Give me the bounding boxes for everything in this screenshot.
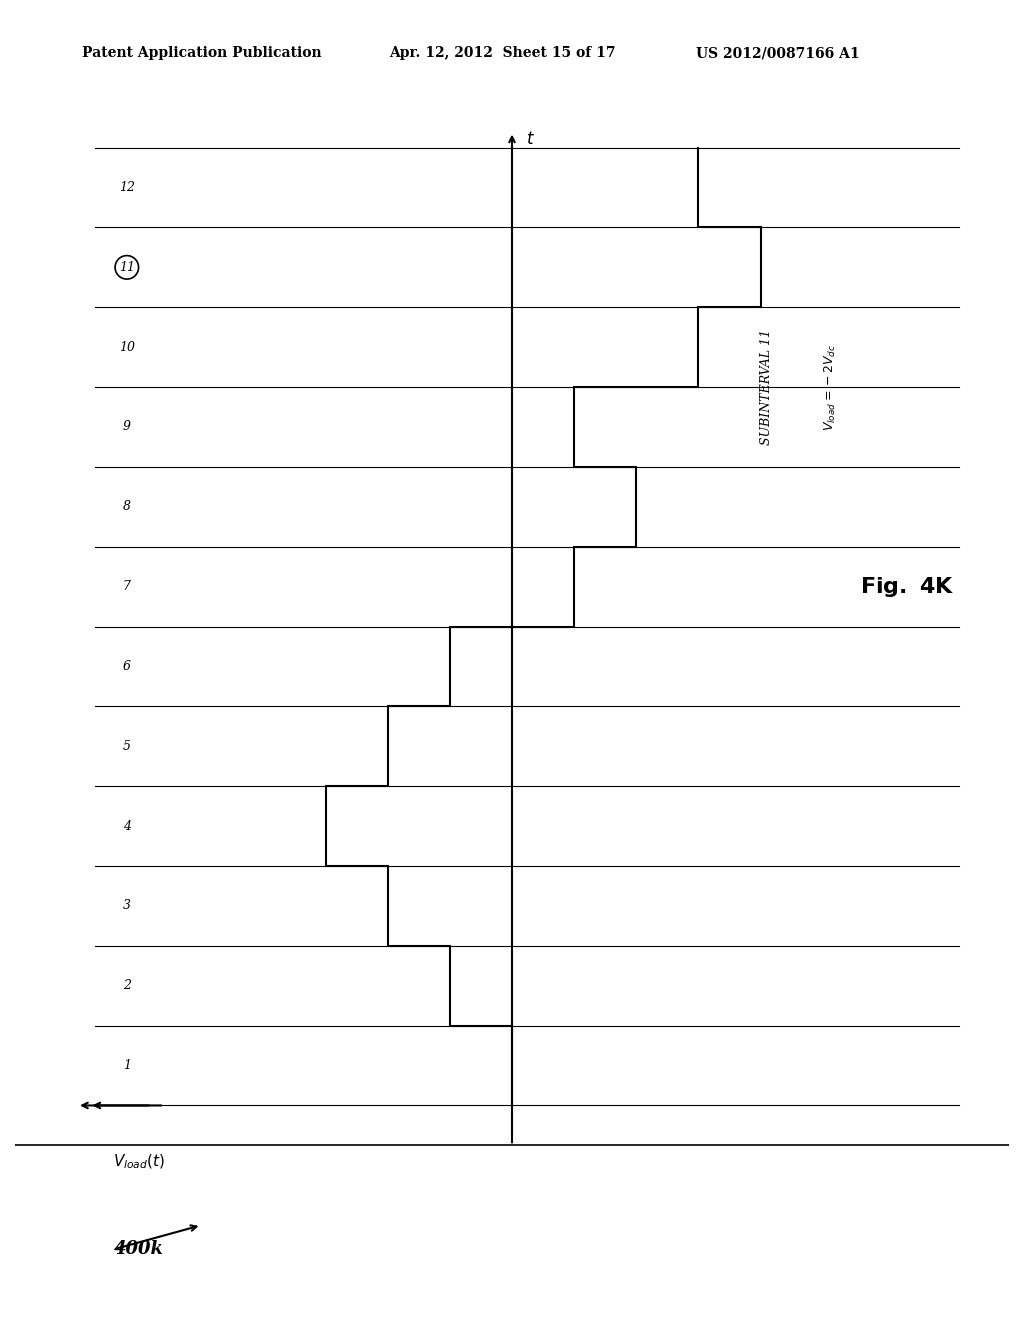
Text: 10: 10 <box>119 341 135 354</box>
Text: Apr. 12, 2012  Sheet 15 of 17: Apr. 12, 2012 Sheet 15 of 17 <box>389 46 615 61</box>
Text: 11: 11 <box>119 261 135 273</box>
Text: 3: 3 <box>123 899 131 912</box>
Text: $\bf{Fig.}$ $\bf{4K}$: $\bf{Fig.}$ $\bf{4K}$ <box>860 574 954 599</box>
Text: $V_{load} = -2V_{dc}$: $V_{load} = -2V_{dc}$ <box>822 343 838 430</box>
Text: 5: 5 <box>123 739 131 752</box>
Text: 6: 6 <box>123 660 131 673</box>
Text: 400k: 400k <box>115 1239 164 1258</box>
Text: SUBINTERVAL 11: SUBINTERVAL 11 <box>761 329 773 445</box>
Text: 2: 2 <box>123 979 131 993</box>
Text: 7: 7 <box>123 579 131 593</box>
Text: 9: 9 <box>123 421 131 433</box>
Text: US 2012/0087166 A1: US 2012/0087166 A1 <box>696 46 860 61</box>
Text: Patent Application Publication: Patent Application Publication <box>82 46 322 61</box>
Text: 8: 8 <box>123 500 131 513</box>
Text: $t$: $t$ <box>526 131 536 148</box>
Text: 1: 1 <box>123 1059 131 1072</box>
Text: 12: 12 <box>119 181 135 194</box>
Text: 4: 4 <box>123 820 131 833</box>
Text: $V_{load}(t)$: $V_{load}(t)$ <box>113 1152 165 1171</box>
